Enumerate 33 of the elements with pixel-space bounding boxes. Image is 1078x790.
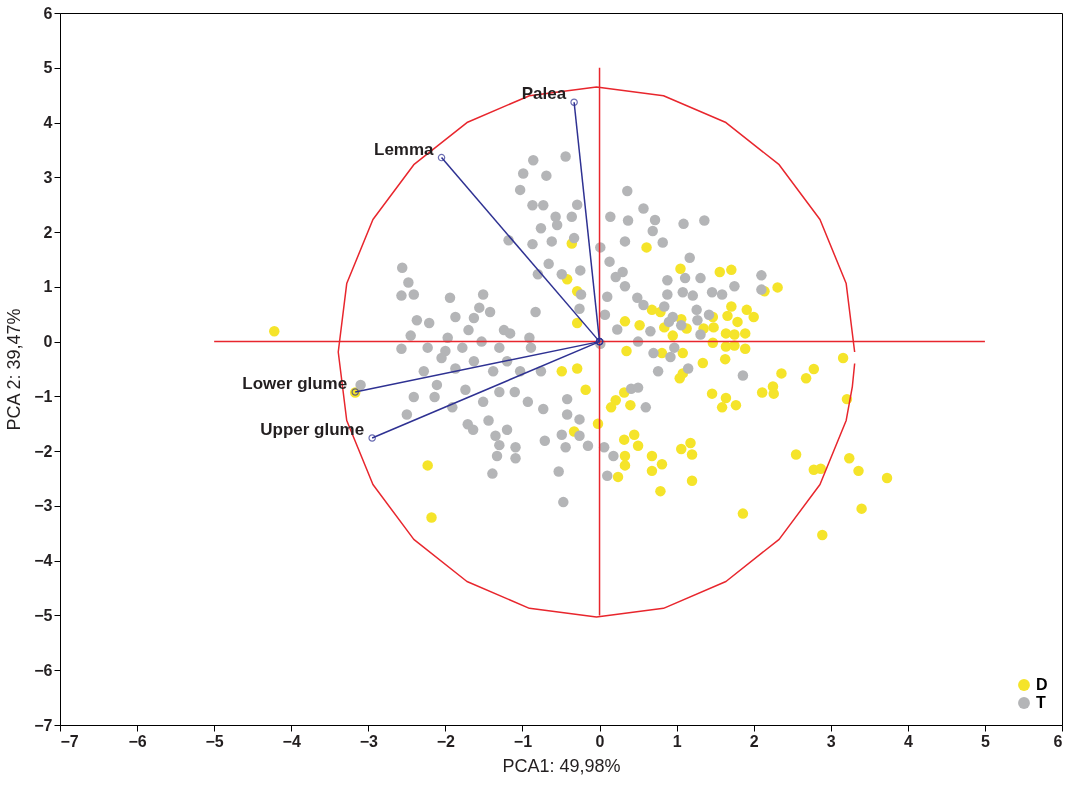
x-tick-label: 6 bbox=[1053, 732, 1063, 750]
y-tick-label: 5 bbox=[43, 59, 53, 77]
legend-label: T bbox=[1036, 694, 1046, 711]
x-tick-label: 5 bbox=[980, 732, 990, 750]
y-tick-label: −1 bbox=[34, 387, 53, 405]
y-tick-label: 0 bbox=[43, 333, 53, 351]
x-tick-label: −3 bbox=[359, 732, 379, 750]
legend-label: D bbox=[1036, 676, 1048, 693]
y-tick-label: 1 bbox=[43, 278, 53, 296]
y-tick-label: −7 bbox=[34, 716, 53, 734]
y-tick-label: 3 bbox=[43, 168, 53, 186]
y-tick-label: −5 bbox=[34, 606, 53, 624]
x-tick-label: 1 bbox=[672, 732, 682, 750]
x-tick-label: −5 bbox=[205, 732, 224, 750]
y-axis-title: PCA 2: 39,47% bbox=[4, 308, 25, 431]
y-tick-label: −2 bbox=[34, 442, 53, 460]
x-tick-label: −2 bbox=[436, 732, 456, 750]
x-tick-label: 2 bbox=[749, 732, 759, 750]
x-tick-label: −7 bbox=[60, 732, 79, 750]
y-tick-label: −3 bbox=[34, 497, 53, 515]
x-tick-label: 0 bbox=[595, 732, 605, 750]
y-tick-label: 2 bbox=[43, 223, 53, 241]
x-tick-label: 3 bbox=[826, 732, 836, 750]
x-tick-label: −4 bbox=[282, 732, 301, 750]
y-tick-label: −6 bbox=[34, 661, 53, 679]
annotation: Lemma bbox=[374, 139, 435, 159]
x-tick-label: 4 bbox=[903, 732, 913, 750]
x-axis-title: PCA1: 49,98% bbox=[502, 755, 621, 776]
x-tick-label: −1 bbox=[513, 732, 533, 750]
x-tick-label: −6 bbox=[128, 732, 147, 750]
y-tick-label: 4 bbox=[43, 114, 53, 132]
y-tick-label: −4 bbox=[34, 552, 53, 570]
y-tick-label: 6 bbox=[43, 4, 53, 22]
